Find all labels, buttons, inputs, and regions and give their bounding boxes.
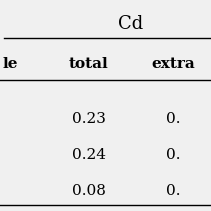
Text: total: total [69,57,108,71]
Text: 0.: 0. [166,112,180,126]
Text: 0.: 0. [166,184,180,197]
Text: 0.: 0. [166,148,180,162]
Text: Cd: Cd [118,15,143,33]
Text: le: le [3,57,18,71]
Text: 0.08: 0.08 [72,184,106,197]
Text: extra: extra [151,57,195,71]
Text: 0.23: 0.23 [72,112,106,126]
Text: 0.24: 0.24 [72,148,106,162]
